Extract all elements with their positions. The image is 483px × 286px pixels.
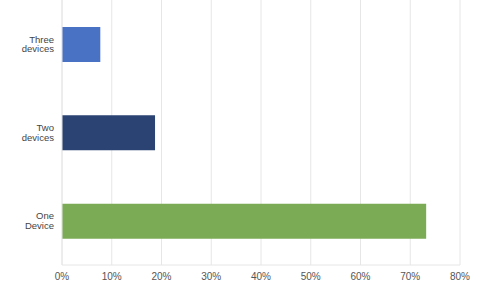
svg-text:30%: 30%	[201, 271, 221, 282]
svg-text:Twodevices: Twodevices	[22, 122, 54, 143]
svg-text:40%: 40%	[251, 271, 271, 282]
svg-text:10%: 10%	[102, 271, 122, 282]
svg-text:70%: 70%	[400, 271, 420, 282]
svg-text:50%: 50%	[301, 271, 321, 282]
svg-text:60%: 60%	[350, 271, 370, 282]
svg-text:OneDevice: OneDevice	[25, 210, 54, 231]
svg-text:80%: 80%	[450, 271, 470, 282]
svg-text:0%: 0%	[55, 271, 70, 282]
svg-text:20%: 20%	[151, 271, 171, 282]
svg-text:Threedevices: Threedevices	[22, 34, 54, 55]
